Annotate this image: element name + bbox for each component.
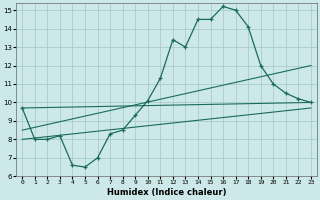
X-axis label: Humidex (Indice chaleur): Humidex (Indice chaleur) [107,188,226,197]
